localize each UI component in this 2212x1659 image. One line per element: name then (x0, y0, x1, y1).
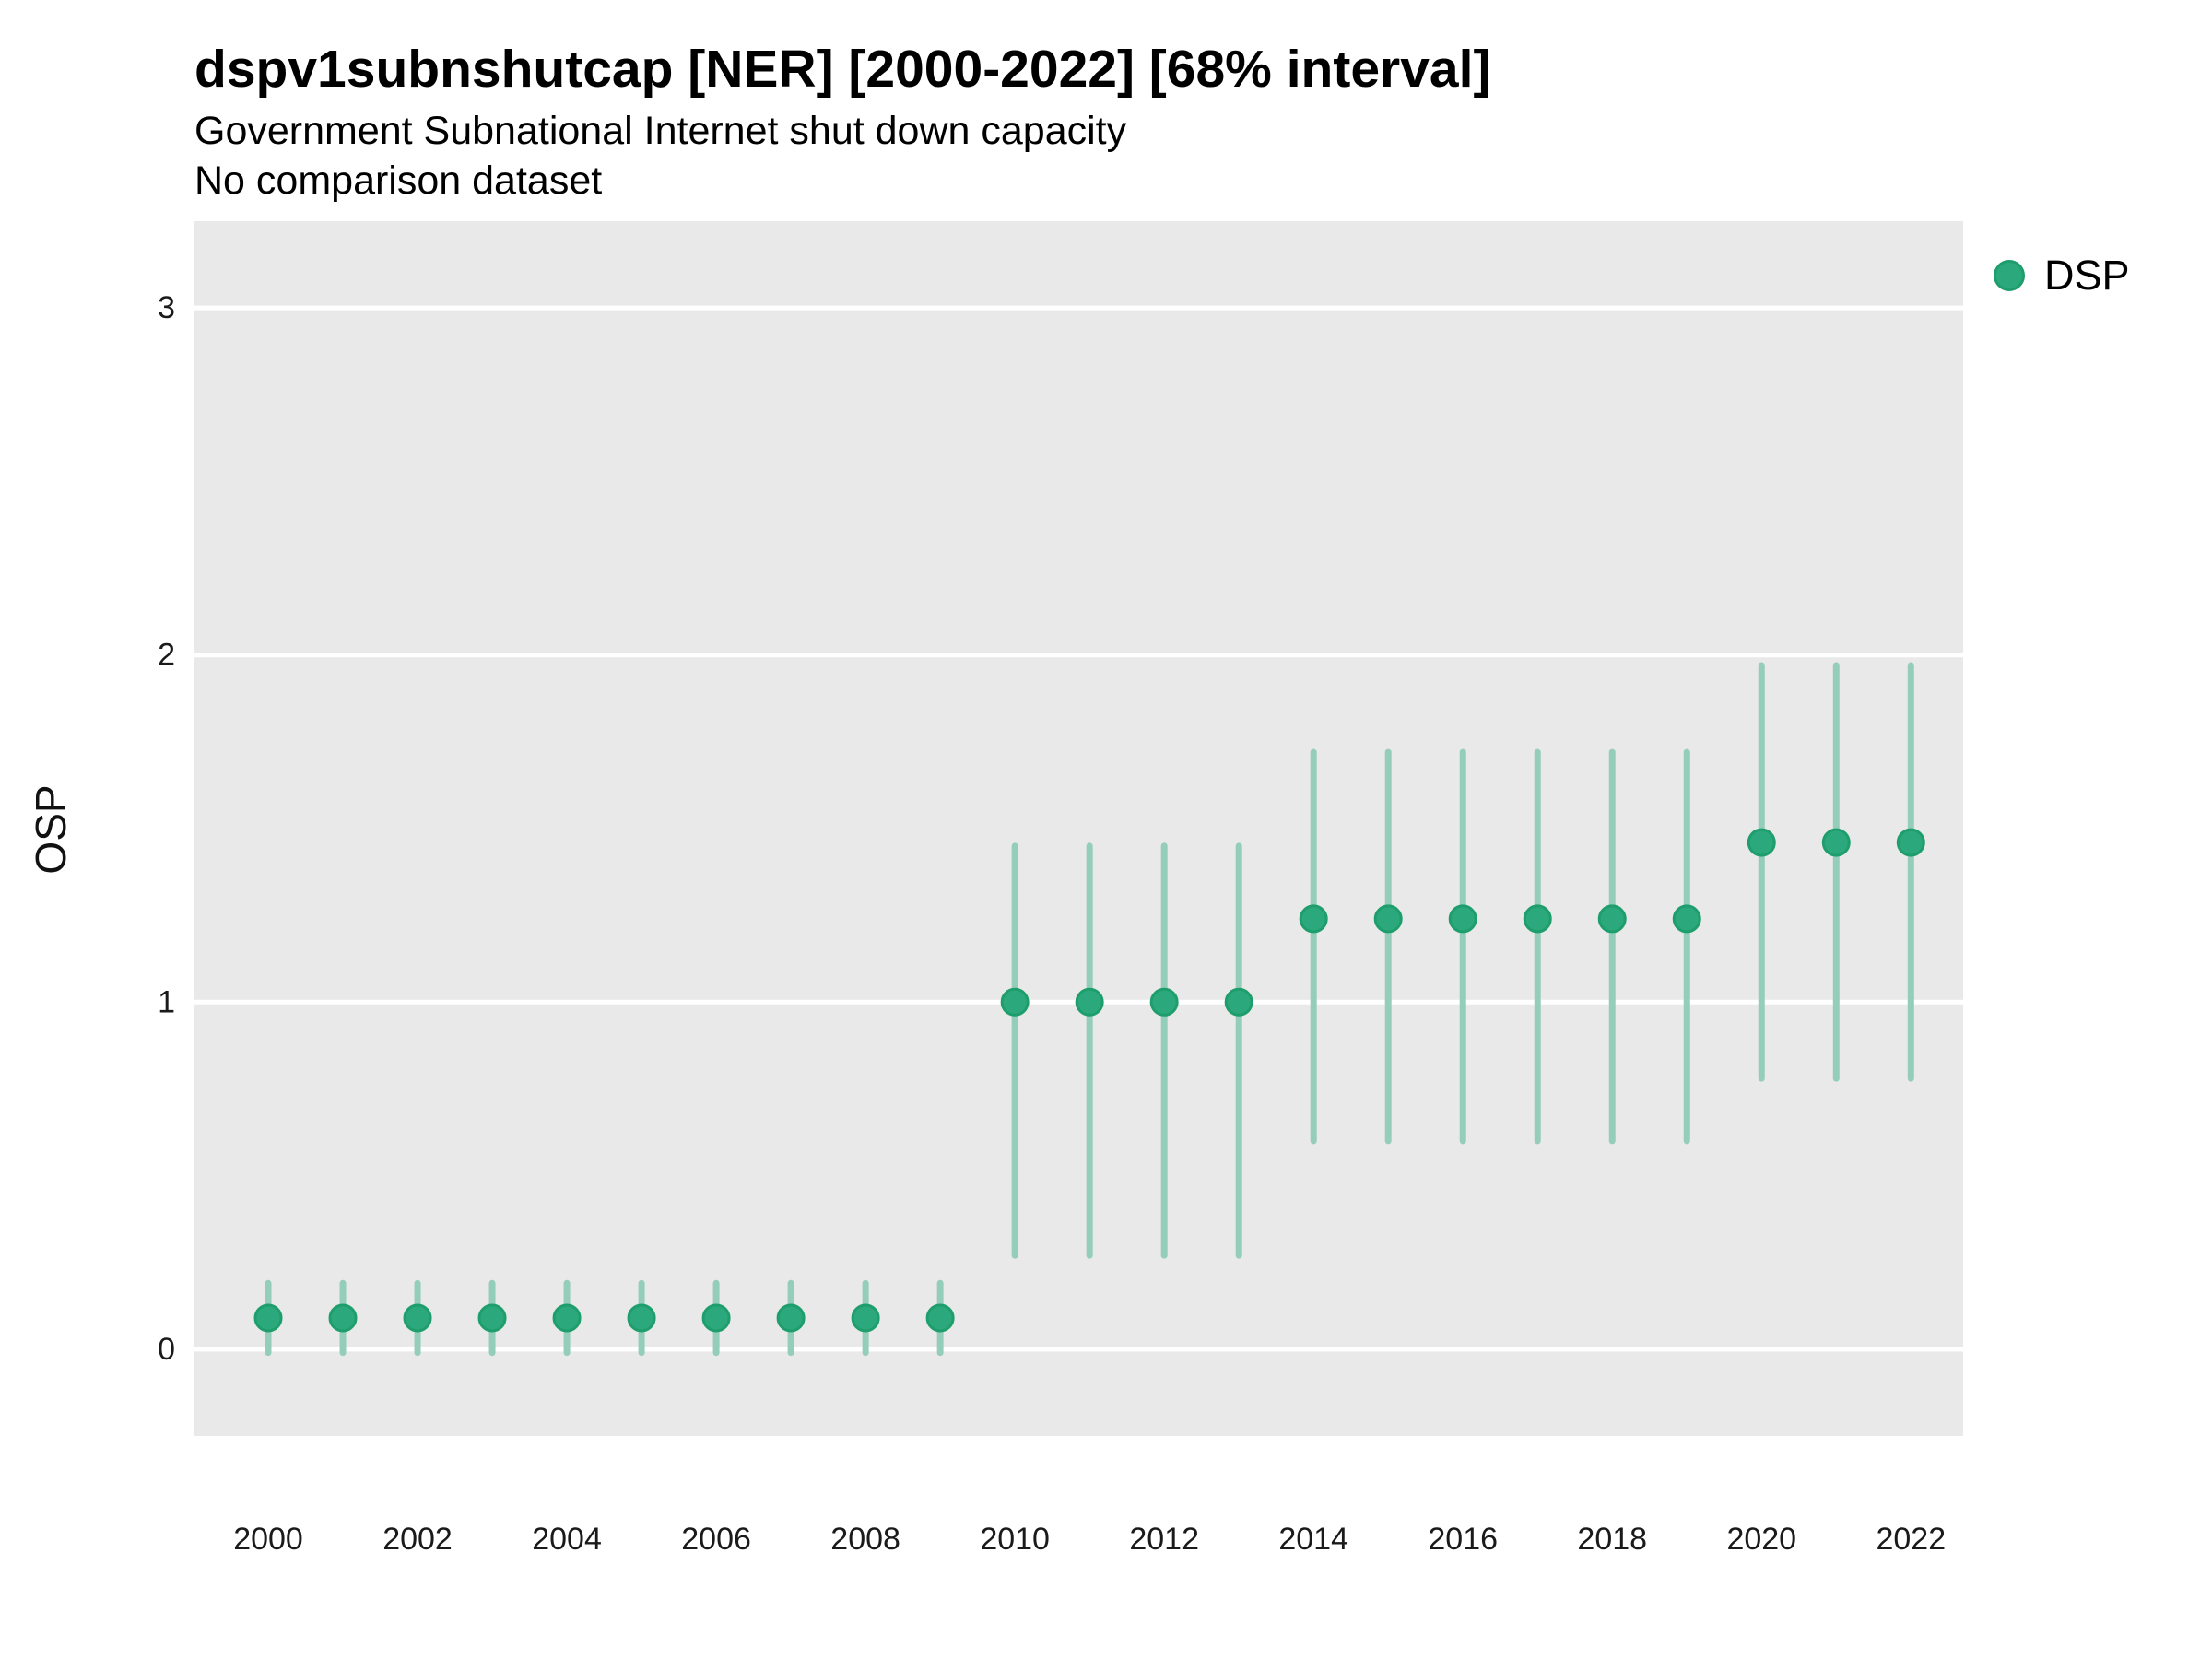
chart-title: dspv1subnshutcap [NER] [2000-2022] [68% … (194, 40, 1491, 99)
y-tick-label-2: 2 (158, 638, 175, 673)
point-marker-2015 (1373, 904, 1403, 934)
x-tick-label-2006: 2006 (681, 1522, 751, 1557)
plot-panel (194, 221, 1963, 1436)
x-tick-label-2008: 2008 (830, 1522, 900, 1557)
point-marker-2012 (1149, 987, 1179, 1017)
y-tick-label-1: 1 (158, 984, 175, 1019)
point-marker-2013 (1224, 987, 1253, 1017)
point-marker-2000 (253, 1303, 283, 1333)
point-marker-2006 (701, 1303, 731, 1333)
point-marker-2019 (1672, 904, 1701, 934)
point-marker-2003 (477, 1303, 507, 1333)
point-marker-2009 (925, 1303, 955, 1333)
x-tick-label-2014: 2014 (1278, 1522, 1348, 1557)
x-tick-label-2004: 2004 (532, 1522, 602, 1557)
x-tick-label-2016: 2016 (1428, 1522, 1498, 1557)
y-tick-label-3: 3 (158, 290, 175, 325)
point-marker-2002 (403, 1303, 432, 1333)
x-tick-label-2000: 2000 (233, 1522, 303, 1557)
point-marker-2010 (1000, 987, 1030, 1017)
point-marker-2018 (1597, 904, 1627, 934)
x-tick-label-2020: 2020 (1726, 1522, 1796, 1557)
chart-subtitle: Government Subnational Internet shut dow… (194, 109, 1127, 153)
legend-label: DSP (2044, 252, 2130, 299)
point-marker-2022 (1896, 828, 1925, 857)
point-marker-2008 (851, 1303, 880, 1333)
x-tick-label-2010: 2010 (980, 1522, 1050, 1557)
x-tick-label-2022: 2022 (1876, 1522, 1946, 1557)
point-marker-2020 (1747, 828, 1776, 857)
point-marker-2001 (328, 1303, 358, 1333)
x-tick-label-2018: 2018 (1577, 1522, 1647, 1557)
point-marker-2007 (776, 1303, 806, 1333)
legend-point-icon (1994, 259, 2025, 291)
point-marker-2021 (1821, 828, 1851, 857)
x-tick-label-2012: 2012 (1129, 1522, 1199, 1557)
y-tick-label-0: 0 (158, 1332, 175, 1367)
point-marker-2016 (1448, 904, 1477, 934)
legend: DSP (1994, 254, 2130, 296)
chart-note: No comparison dataset (194, 159, 603, 203)
point-marker-2017 (1523, 904, 1552, 934)
x-tick-label-2002: 2002 (382, 1522, 453, 1557)
point-marker-2004 (552, 1303, 582, 1333)
y-axis-title: OSP (27, 784, 75, 875)
point-marker-2014 (1299, 904, 1328, 934)
point-marker-2005 (627, 1303, 656, 1333)
point-marker-2011 (1075, 987, 1104, 1017)
